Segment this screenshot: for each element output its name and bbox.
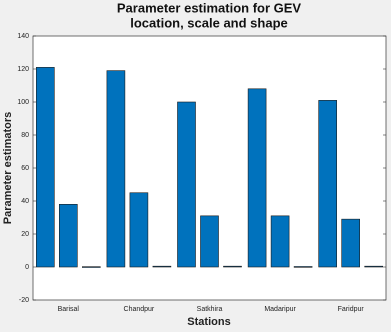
bar <box>341 218 361 268</box>
bar <box>247 88 267 268</box>
bar <box>200 215 219 268</box>
bar <box>364 265 384 268</box>
bar <box>270 215 290 268</box>
y-tick-label: 140 <box>17 33 29 40</box>
y-tick-label: 60 <box>21 165 29 172</box>
x-tick-label: Faridpur <box>338 306 365 313</box>
bar <box>177 101 196 268</box>
y-tick-label: -20 <box>19 297 29 304</box>
bar <box>58 204 78 268</box>
x-tick-label: Madaripur <box>264 306 296 313</box>
y-axis-label: Parameter estimators <box>2 112 14 225</box>
y-tick-label: 80 <box>21 132 29 139</box>
x-tick-label: Barisal <box>58 306 80 313</box>
y-tick-label: 20 <box>21 231 29 238</box>
y-tick-label: 40 <box>21 198 29 205</box>
x-axis-label: Stations <box>187 316 230 328</box>
x-tick-label: Chandpur <box>124 306 155 313</box>
axes-box <box>32 35 387 301</box>
y-tick-label: 0 <box>25 264 29 271</box>
bar <box>129 192 149 268</box>
y-tick-label: 120 <box>17 66 29 73</box>
bar <box>152 265 172 268</box>
chart-title: Parameter estimation for GEV <box>117 0 302 15</box>
chart-subtitle: location, scale and shape <box>130 15 288 30</box>
bar <box>293 266 313 268</box>
bar <box>82 266 101 268</box>
y-tick-label: 100 <box>17 99 29 106</box>
bar <box>223 265 242 268</box>
bar <box>35 67 55 268</box>
x-tick-label: Satkhira <box>197 306 223 313</box>
bar <box>318 100 338 268</box>
bar <box>106 70 126 268</box>
